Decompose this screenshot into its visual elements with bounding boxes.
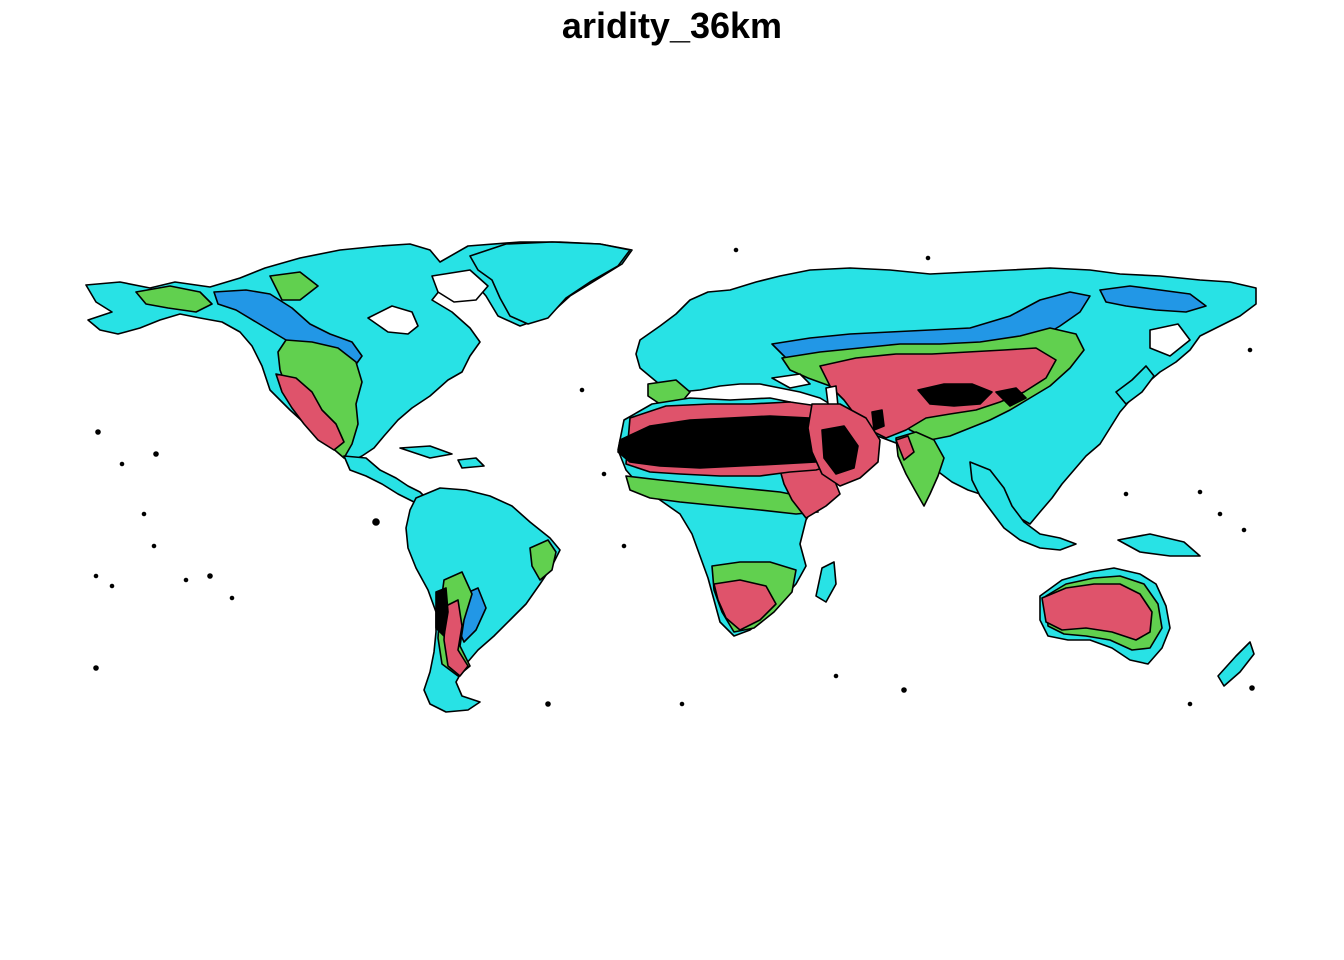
island-speck (93, 665, 99, 671)
island-speck (1187, 701, 1193, 707)
island-speck (901, 687, 907, 693)
island-speck (545, 701, 551, 707)
small-islands (93, 247, 1255, 707)
island-speck (153, 451, 159, 457)
island-speck (1241, 527, 1247, 533)
island-speck (119, 461, 125, 467)
island-speck (151, 543, 157, 549)
island-speck (1123, 491, 1129, 497)
atacama-hyper-arid (435, 587, 449, 637)
south-america (405, 487, 561, 713)
japan (1115, 365, 1155, 405)
arabia-hyper-arid (821, 425, 859, 475)
island-speck (601, 471, 607, 477)
madagascar (815, 561, 837, 603)
new-guinea (1117, 533, 1201, 557)
island-speck (141, 511, 147, 517)
hudson-bay (367, 305, 419, 335)
central-america-humid-zone (343, 455, 429, 503)
island-speck (833, 673, 839, 679)
south-america-semi-arid-east (529, 539, 557, 581)
eurasia (635, 267, 1257, 551)
black-sea (771, 373, 811, 389)
island-speck (109, 583, 115, 589)
island-speck (1197, 489, 1203, 495)
arctic-channel (431, 269, 489, 303)
far-east-dry-subhumid (1099, 285, 1207, 313)
cuba (399, 445, 453, 459)
south-america-arid-zone (443, 599, 469, 677)
india-arid (895, 435, 915, 461)
central-america (343, 445, 485, 503)
island-speck (207, 573, 213, 579)
island-speck (93, 573, 99, 579)
southeast-asia-humid (969, 461, 1077, 551)
hispaniola (457, 457, 485, 469)
africa (617, 397, 881, 637)
sea-of-okhotsk (1149, 323, 1191, 357)
caspian-sea (825, 385, 839, 407)
island-speck (95, 429, 101, 435)
north-america (85, 241, 633, 463)
island-speck (621, 543, 627, 549)
island-speck (579, 387, 585, 393)
north-america-arid-zone (275, 373, 345, 451)
greenland (469, 241, 631, 325)
greenland-humid-zone (469, 241, 631, 325)
island-speck (372, 518, 380, 526)
australia (1039, 533, 1255, 687)
island-speck (925, 255, 931, 261)
australia-arid-core (1041, 583, 1153, 641)
island-speck (679, 701, 685, 707)
southern-africa-arid (713, 579, 777, 631)
gobi-hyper-arid (995, 387, 1027, 407)
island-speck (229, 595, 235, 601)
island-speck (1217, 511, 1223, 517)
central-asia-hyper-arid (871, 409, 885, 431)
island-speck (1249, 685, 1255, 691)
new-zealand (1217, 641, 1255, 687)
taklamakan-hyper-arid (917, 383, 993, 407)
island-speck (1247, 347, 1253, 353)
island-speck (183, 577, 189, 583)
island-speck (733, 247, 739, 253)
map-title: aridity_36km (561, 5, 783, 46)
